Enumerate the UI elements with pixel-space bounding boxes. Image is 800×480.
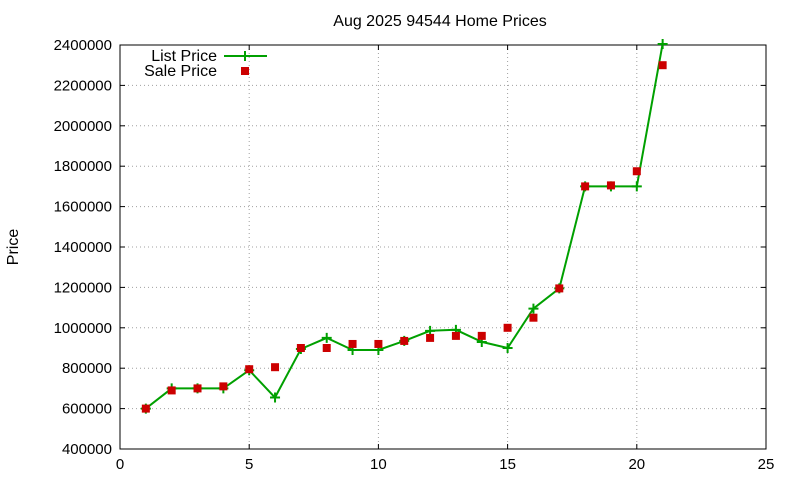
sale-price-point xyxy=(271,363,280,372)
list-price-point xyxy=(631,181,642,192)
sale-price-point xyxy=(219,382,228,391)
legend-marker-list-price xyxy=(240,51,250,61)
sale-price-point xyxy=(606,181,615,190)
legend: List Price Sale Price xyxy=(144,48,267,80)
sale-price-point xyxy=(503,323,512,332)
y-tick-label: 800000 xyxy=(62,360,112,377)
sale-price-point xyxy=(374,339,383,348)
x-tick-label: 0 xyxy=(116,456,124,473)
sale-price-point xyxy=(632,167,641,176)
sale-price-point xyxy=(400,336,409,345)
y-tick-label: 1800000 xyxy=(54,158,112,175)
y-tick-label: 1200000 xyxy=(54,279,112,296)
list-price-point xyxy=(270,392,281,403)
x-tick-label: 15 xyxy=(499,456,516,473)
x-tick-label: 20 xyxy=(628,456,645,473)
legend-marker-sale-price xyxy=(241,67,249,75)
sale-price-point xyxy=(167,386,176,395)
sale-price-point xyxy=(245,365,254,374)
y-tick-label: 2400000 xyxy=(54,37,112,54)
y-tick-label: 400000 xyxy=(62,441,112,458)
y-tick-label: 1400000 xyxy=(54,239,112,256)
sale-price-point xyxy=(477,331,486,340)
sale-price-point xyxy=(529,313,538,322)
chart-title: Aug 2025 94544 Home Prices xyxy=(333,13,546,30)
sale-price-point xyxy=(348,339,357,348)
axis-ticks: 0 5 10 15 20 25 400000 600000 800000 1000000 12000… xyxy=(54,37,775,473)
legend-label-list-price: List Price xyxy=(151,48,217,65)
grid-lines xyxy=(120,45,766,449)
y-tick-label: 2200000 xyxy=(54,77,112,94)
x-tick-label: 5 xyxy=(245,456,253,473)
sale-price-point xyxy=(193,384,202,393)
y-tick-label: 1600000 xyxy=(54,199,112,216)
legend-label-sale-price: Sale Price xyxy=(144,63,217,80)
sale-price-point xyxy=(426,333,435,342)
sale-price-point xyxy=(658,61,667,70)
sale-price-point xyxy=(296,344,305,352)
y-axis-label: Price xyxy=(5,229,22,266)
list-price-point xyxy=(657,38,668,49)
sale-price-point xyxy=(555,284,564,293)
list-price-point xyxy=(528,303,539,314)
y-tick-label: 1000000 xyxy=(54,320,112,337)
x-tick-label: 10 xyxy=(370,456,387,473)
y-tick-label: 2000000 xyxy=(54,118,112,135)
sale-price-point xyxy=(141,404,150,413)
list-price-line xyxy=(145,43,664,410)
sale-price-point xyxy=(581,182,590,191)
y-tick-label: 600000 xyxy=(62,401,112,418)
series-layer xyxy=(140,38,668,414)
sale-price-point xyxy=(451,331,460,340)
list-price-point xyxy=(502,343,513,353)
list-price-point xyxy=(321,332,332,343)
x-tick-label: 25 xyxy=(758,456,775,473)
sale-price-point xyxy=(322,344,331,352)
